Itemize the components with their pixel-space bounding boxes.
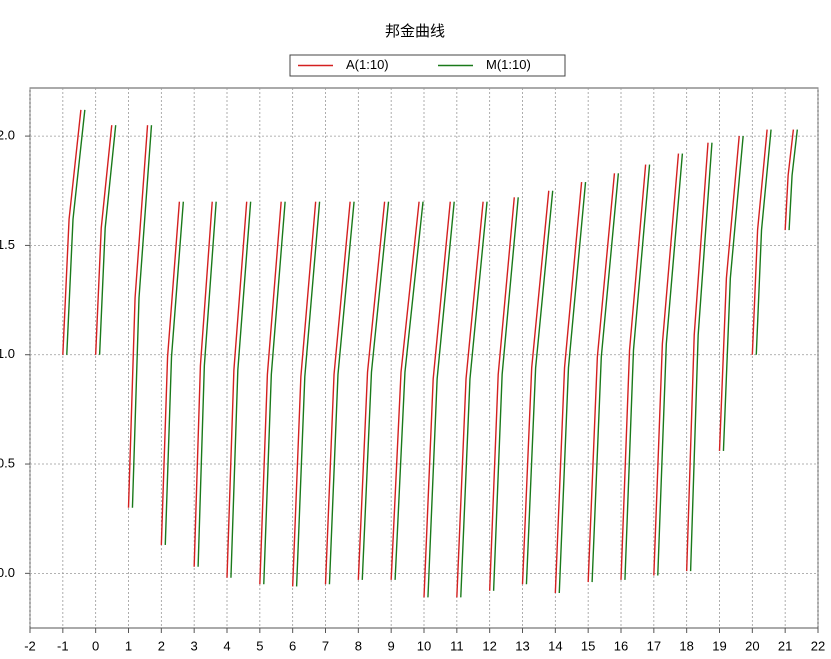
legend-label: A(1:10) — [346, 57, 389, 72]
legend-label: M(1:10) — [486, 57, 531, 72]
x-tick-label: 0 — [92, 638, 99, 653]
x-tick-label: 19 — [712, 638, 726, 653]
x-tick-label: -1 — [57, 638, 69, 653]
x-tick-label: 22 — [811, 638, 825, 653]
legend — [289, 54, 566, 77]
x-tick-label: 6 — [289, 638, 296, 653]
series-line — [66, 109, 799, 598]
x-tick-label: 2 — [158, 638, 165, 653]
chart-title: 邦金曲线 — [385, 23, 445, 40]
x-tick-label: 5 — [256, 638, 263, 653]
y-tick-label: 1.0 — [0, 346, 15, 361]
x-tick-label: 21 — [778, 638, 792, 653]
y-tick-label: 1.5 — [0, 237, 15, 252]
x-tick-label: 17 — [647, 638, 661, 653]
x-tick-label: 9 — [388, 638, 395, 653]
x-tick-label: 3 — [191, 638, 198, 653]
x-tick-label: 10 — [417, 638, 431, 653]
y-tick-label: 0.5 — [0, 455, 15, 470]
x-tick-label: 16 — [614, 638, 628, 653]
x-tick-label: 11 — [450, 638, 464, 653]
y-tick-label: 2.0 — [0, 128, 15, 143]
x-tick-label: 8 — [355, 638, 362, 653]
x-tick-label: 20 — [745, 638, 759, 653]
series-line — [62, 109, 795, 598]
x-tick-label: -2 — [24, 638, 36, 653]
x-tick-label: 4 — [223, 638, 230, 653]
x-tick-label: 7 — [322, 638, 329, 653]
x-tick-label: 12 — [482, 638, 496, 653]
x-tick-label: 14 — [548, 638, 562, 653]
x-tick-label: 1 — [125, 638, 132, 653]
x-tick-label: 18 — [679, 638, 693, 653]
x-tick-label: 13 — [515, 638, 529, 653]
x-tick-label: 15 — [581, 638, 595, 653]
y-tick-label: 0.0 — [0, 565, 15, 580]
